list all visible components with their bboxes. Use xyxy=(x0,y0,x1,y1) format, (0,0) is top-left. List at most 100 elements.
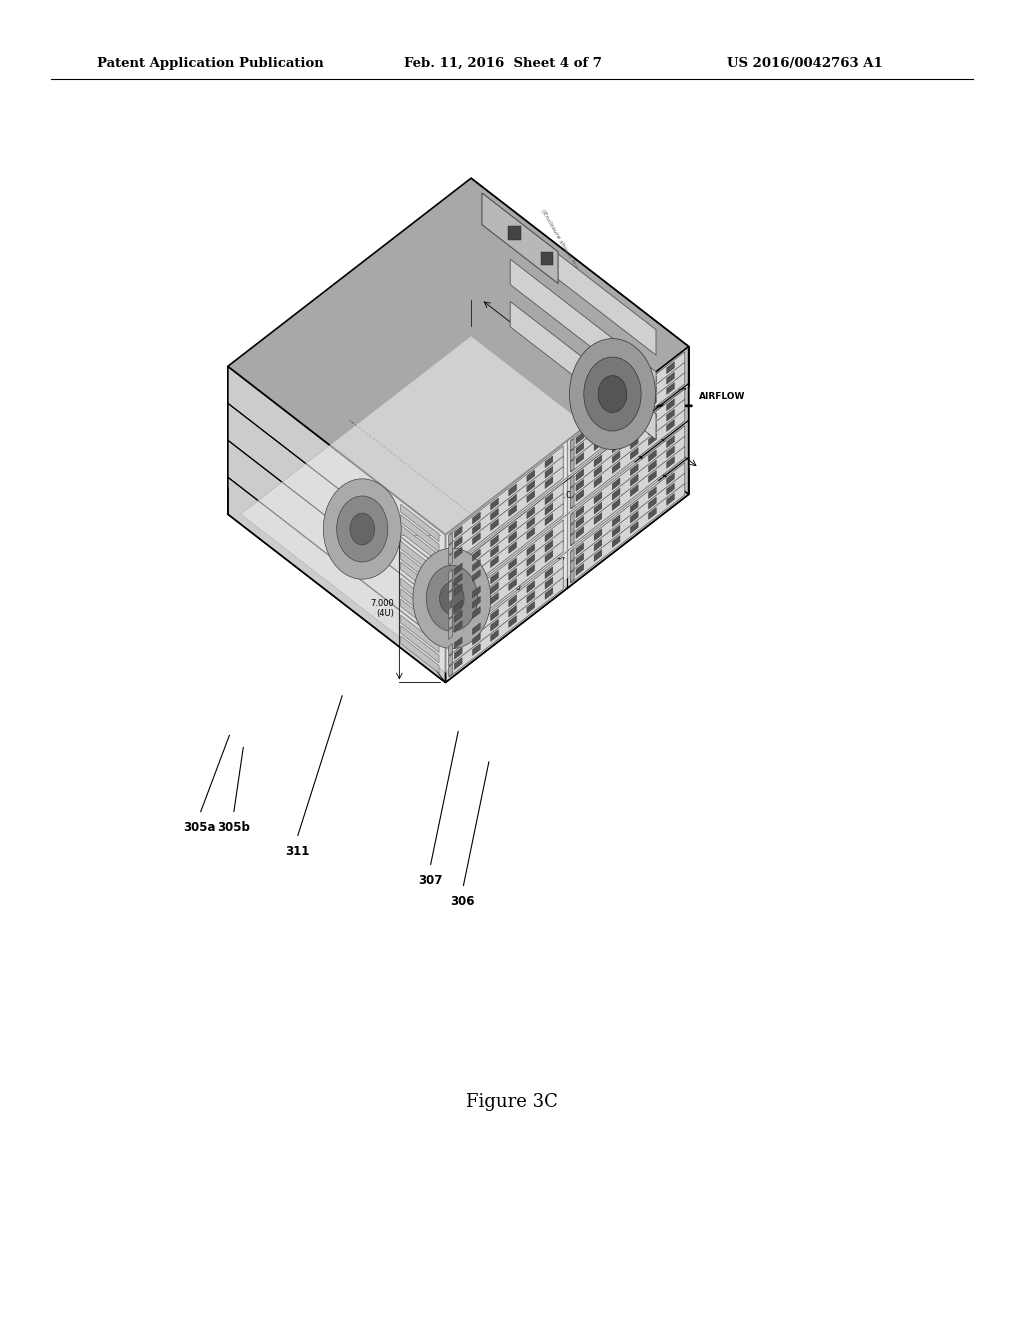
Polygon shape xyxy=(527,602,535,614)
Polygon shape xyxy=(509,595,516,607)
Polygon shape xyxy=(455,647,462,659)
Polygon shape xyxy=(612,525,620,537)
Polygon shape xyxy=(450,457,563,556)
Polygon shape xyxy=(575,453,584,465)
Polygon shape xyxy=(648,396,656,408)
Polygon shape xyxy=(449,644,453,656)
Polygon shape xyxy=(490,619,499,631)
Polygon shape xyxy=(571,372,685,473)
Polygon shape xyxy=(455,610,462,622)
Polygon shape xyxy=(450,467,563,566)
Polygon shape xyxy=(571,426,685,525)
Polygon shape xyxy=(509,521,516,533)
Polygon shape xyxy=(612,462,620,474)
Polygon shape xyxy=(571,352,685,451)
Polygon shape xyxy=(509,558,516,570)
Polygon shape xyxy=(455,620,462,632)
Polygon shape xyxy=(509,484,516,496)
Polygon shape xyxy=(594,529,602,541)
Polygon shape xyxy=(667,420,675,432)
Text: 7.000
(4U): 7.000 (4U) xyxy=(371,599,394,618)
Polygon shape xyxy=(449,664,453,676)
Polygon shape xyxy=(490,535,499,546)
Polygon shape xyxy=(450,568,563,667)
Polygon shape xyxy=(509,504,516,516)
Polygon shape xyxy=(449,590,453,602)
Circle shape xyxy=(350,513,375,545)
Polygon shape xyxy=(509,494,516,506)
Polygon shape xyxy=(449,570,453,582)
Polygon shape xyxy=(527,528,535,540)
Polygon shape xyxy=(450,531,563,630)
Circle shape xyxy=(337,496,388,562)
Polygon shape xyxy=(400,589,439,626)
Polygon shape xyxy=(667,494,675,506)
Polygon shape xyxy=(400,515,439,552)
Text: AIRFLOW: AIRFLOW xyxy=(699,392,745,400)
Polygon shape xyxy=(571,362,685,462)
Polygon shape xyxy=(400,552,439,589)
Polygon shape xyxy=(594,539,602,550)
Polygon shape xyxy=(571,399,685,499)
Polygon shape xyxy=(490,593,499,605)
Polygon shape xyxy=(545,577,553,589)
Polygon shape xyxy=(449,616,453,630)
Polygon shape xyxy=(667,362,675,374)
Circle shape xyxy=(426,565,477,631)
Polygon shape xyxy=(612,441,620,453)
Polygon shape xyxy=(545,566,553,578)
Polygon shape xyxy=(631,463,638,475)
Polygon shape xyxy=(667,457,675,469)
Text: 311: 311 xyxy=(285,845,309,858)
Polygon shape xyxy=(631,400,638,412)
Polygon shape xyxy=(571,389,685,488)
Polygon shape xyxy=(594,455,602,467)
Text: 305a: 305a xyxy=(183,821,216,834)
Polygon shape xyxy=(570,449,574,461)
Polygon shape xyxy=(449,579,453,593)
Polygon shape xyxy=(472,523,480,535)
Polygon shape xyxy=(575,442,584,454)
Polygon shape xyxy=(545,550,553,562)
Polygon shape xyxy=(667,383,675,395)
Polygon shape xyxy=(571,409,685,510)
Polygon shape xyxy=(472,623,480,635)
Polygon shape xyxy=(570,512,574,525)
Circle shape xyxy=(598,376,627,413)
Text: 10.250: 10.250 xyxy=(492,583,520,591)
Text: 19.000: 19.000 xyxy=(553,491,582,500)
Polygon shape xyxy=(472,586,480,598)
Polygon shape xyxy=(400,636,439,673)
Polygon shape xyxy=(648,461,656,473)
Text: 307: 307 xyxy=(418,874,442,887)
Polygon shape xyxy=(545,466,553,478)
Polygon shape xyxy=(545,513,553,525)
Polygon shape xyxy=(490,572,499,583)
Polygon shape xyxy=(400,562,439,599)
Polygon shape xyxy=(472,512,480,524)
Polygon shape xyxy=(527,565,535,577)
Polygon shape xyxy=(612,451,620,463)
Polygon shape xyxy=(472,634,480,645)
Polygon shape xyxy=(227,326,688,682)
Polygon shape xyxy=(400,626,439,663)
Polygon shape xyxy=(648,498,656,510)
Polygon shape xyxy=(648,376,656,388)
Polygon shape xyxy=(612,425,620,437)
Polygon shape xyxy=(445,347,688,682)
Polygon shape xyxy=(648,470,656,482)
Polygon shape xyxy=(455,546,462,558)
Polygon shape xyxy=(455,573,462,585)
Text: (Enclosure shown Transparent): (Enclosure shown Transparent) xyxy=(541,209,594,296)
Polygon shape xyxy=(482,193,558,284)
Polygon shape xyxy=(490,498,499,510)
Polygon shape xyxy=(612,536,620,548)
Polygon shape xyxy=(545,587,553,599)
Polygon shape xyxy=(490,545,499,557)
Polygon shape xyxy=(490,508,499,520)
Polygon shape xyxy=(510,301,656,440)
Polygon shape xyxy=(527,517,535,529)
Polygon shape xyxy=(575,479,584,491)
Polygon shape xyxy=(510,259,656,397)
Circle shape xyxy=(324,479,401,579)
